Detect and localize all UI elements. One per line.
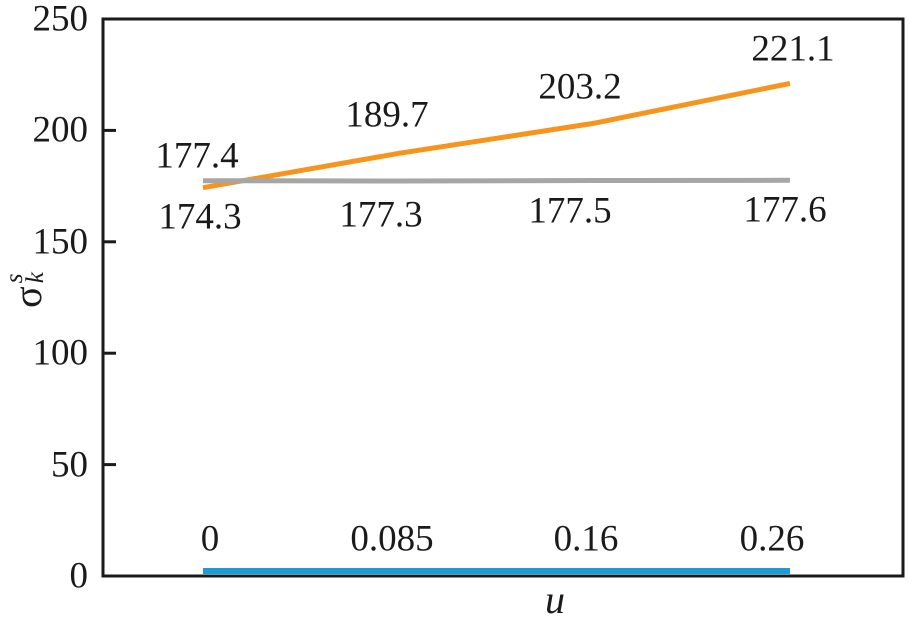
gray-series-line: [202, 177, 791, 184]
orange-series-label: 189.7: [345, 94, 429, 136]
y-tick-label: 50: [51, 444, 88, 486]
gray-series-label: 177.5: [528, 190, 612, 232]
y-tick-label: 200: [32, 109, 89, 151]
gray-series-label: 177.3: [339, 194, 423, 236]
orange-series-label: 221.1: [751, 28, 835, 70]
orange-series-label: 203.2: [538, 66, 622, 108]
gray-series-label: 177.4: [155, 135, 239, 177]
x-axis-label: u: [545, 577, 565, 622]
y-axis-label-sub: k: [22, 272, 49, 284]
blue-series-label: 0.085: [350, 518, 434, 560]
y-axis-label-base: σ: [5, 286, 50, 308]
plot-frame: [101, 17, 905, 578]
gray-series-label: 177.6: [743, 189, 827, 231]
blue-series-label: 0.16: [553, 518, 619, 560]
y-tick-label: 250: [32, 0, 89, 40]
y-tick-label: 0: [69, 555, 89, 597]
orange-series-label: 174.3: [158, 196, 242, 238]
y-tick-label: 150: [32, 221, 89, 263]
blue-series-label: 0: [200, 518, 220, 560]
blue-series-label: 0.26: [739, 518, 805, 560]
orange-series-line: [202, 80, 791, 191]
y-tick-label: 100: [32, 332, 89, 374]
